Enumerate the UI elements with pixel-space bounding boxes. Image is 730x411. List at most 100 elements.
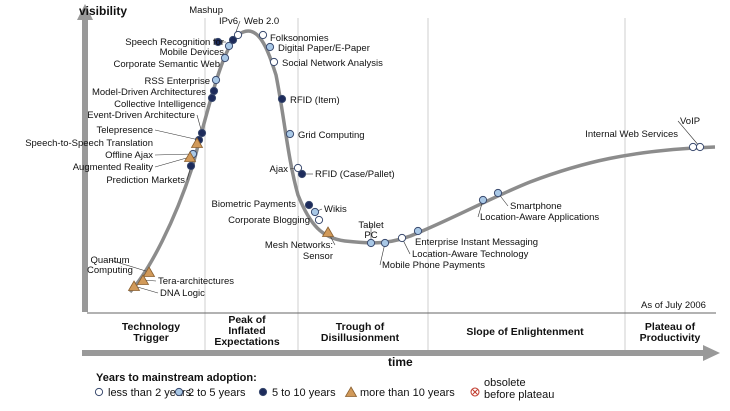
leader-line-offline-ajax xyxy=(154,153,194,156)
label-rss-enterprise: RSS Enterprise xyxy=(145,76,210,87)
legend-obsolete-label: obsolete before plateau xyxy=(484,377,554,401)
label-corporate-blogging: Corporate Blogging xyxy=(228,215,310,226)
marker-dna-logic xyxy=(127,280,141,291)
marker-internal-web-services xyxy=(688,142,698,152)
marker-prediction-markets xyxy=(186,161,196,171)
label-web-2-0: Web 2.0 xyxy=(244,16,279,27)
label-rfid-item: RFID (Item) xyxy=(290,95,340,106)
marker-web-2-0 xyxy=(233,30,243,40)
axes: visibility time As of July 2006 xyxy=(77,4,720,369)
marker-digital-paper-e-paper xyxy=(265,42,275,52)
label-telepresence: Telepresence xyxy=(96,125,153,136)
label-augmented-reality: Augmented Reality xyxy=(73,162,154,173)
label-corporate-semantic-web: Corporate Semantic Web xyxy=(114,59,221,70)
marker-mobile-phone-payments xyxy=(380,238,390,248)
marker-biometric-payments xyxy=(304,200,314,210)
label-location-aware-applications: Location-Aware Applications xyxy=(480,212,599,223)
label-smartphone: Smartphone xyxy=(510,201,562,212)
label-speech-to-speech-translation: Speech-to-Speech Translation xyxy=(25,138,153,149)
legend-tri-label: more than 10 years xyxy=(360,387,455,399)
legend-white-symbol xyxy=(94,387,104,397)
y-axis-label: visibility xyxy=(79,4,127,18)
marker-smartphone xyxy=(493,188,503,198)
phase-labels: Technology Trigger Peak of Inflated Expectat… xyxy=(122,314,701,348)
marker-rfid-item xyxy=(277,94,287,104)
label-internal-web-services: Internal Web Services xyxy=(585,129,678,140)
label-mesh-networks-sensor: Mesh Networks: Sensor xyxy=(265,240,333,262)
label-quantum-computing: Quantum Computing xyxy=(87,255,133,276)
legend-title: Years to mainstream adoption: xyxy=(96,372,257,384)
label-rfid-case-pallet: RFID (Case/Pallet) xyxy=(315,169,395,180)
marker-corporate-blogging xyxy=(314,215,324,225)
label-prediction-markets: Prediction Markets xyxy=(106,175,185,186)
marker-mashup xyxy=(224,41,234,51)
label-offline-ajax: Offline Ajax xyxy=(105,150,153,161)
marker-wikis xyxy=(310,207,320,217)
label-location-aware-technology: Location-Aware Technology xyxy=(412,249,529,260)
marker-event-driven-architecture xyxy=(197,128,207,138)
marker-social-network-analysis xyxy=(269,57,279,67)
label-collective-intelligence: Collective Intelligence xyxy=(114,99,206,110)
marker-collective-intelligence xyxy=(207,93,217,103)
marker-speech-to-speech-translation xyxy=(190,137,204,148)
label-wikis: Wikis xyxy=(324,204,347,215)
label-dna-logic: DNA Logic xyxy=(160,288,205,299)
label-digital-paper-e-paper: Digital Paper/E-Paper xyxy=(278,43,370,54)
legend-light-label: 2 to 5 years xyxy=(188,387,246,399)
marker-augmented-reality xyxy=(183,151,197,162)
legend-dark-symbol xyxy=(258,387,268,397)
phase-label-peak: Peak of Inflated Expectations xyxy=(214,314,280,348)
marker-rfid-case-pallet xyxy=(297,169,307,179)
label-grid-computing: Grid Computing xyxy=(298,130,365,141)
marker-ajax xyxy=(293,163,303,173)
phase-label-slope: Slope of Enlightenment xyxy=(466,326,584,338)
label-tablet-pc: Tablet PC xyxy=(358,220,384,241)
label-folksonomies: Folksonomies xyxy=(270,33,329,44)
label-ipv6: IPv6 xyxy=(219,16,238,27)
marker-model-driven-architectures xyxy=(209,86,219,96)
legend-light-symbol xyxy=(174,387,184,397)
label-ajax: Ajax xyxy=(270,164,289,175)
marker-corporate-semantic-web xyxy=(220,53,230,63)
marker-mesh-networks-sensor xyxy=(321,226,335,237)
marker-folksonomies xyxy=(258,30,268,40)
label-mobile-phone-payments: Mobile Phone Payments xyxy=(382,260,485,271)
label-mashup: Mashup xyxy=(189,5,223,16)
marker-speech-recognition-for-mobile-devices xyxy=(213,37,223,47)
label-speech-recognition-for-mobile-devices: Speech Recognition for Mobile Devices xyxy=(125,37,224,58)
x-axis-arrow xyxy=(703,345,720,361)
label-biometric-payments: Biometric Payments xyxy=(212,199,297,210)
label-social-network-analysis: Social Network Analysis xyxy=(282,58,383,69)
label-model-driven-architectures: Model-Driven Architectures xyxy=(92,87,206,98)
marker-rss-enterprise xyxy=(211,75,221,85)
phase-label-trough: Trough of Disillusionment xyxy=(321,321,400,344)
legend-white-label: less than 2 years xyxy=(108,387,192,399)
marker-voip xyxy=(695,142,705,152)
phase-dividers xyxy=(204,18,626,350)
leader-line-augmented-reality xyxy=(154,156,191,168)
label-tera-architectures: Tera-architectures xyxy=(158,276,234,287)
marker-tera-architectures xyxy=(136,274,150,285)
legend-obsolete-symbol xyxy=(470,387,480,397)
marker-quantum-computing xyxy=(142,266,156,277)
leader-line-voip xyxy=(677,120,701,148)
marker-location-aware-applications xyxy=(478,195,488,205)
as-of-date: As of July 2006 xyxy=(641,300,706,311)
marker-ipv6 xyxy=(228,35,238,45)
leader-line-quantum-computing xyxy=(109,259,150,273)
technology-markers xyxy=(127,30,705,291)
leader-line-telepresence xyxy=(154,129,200,141)
marker-grid-computing xyxy=(285,129,295,139)
marker-enterprise-instant-messaging xyxy=(413,226,423,236)
legend: Years to mainstream adoption: less than … xyxy=(94,372,554,401)
label-voip: VoIP xyxy=(680,116,700,127)
label-enterprise-instant-messaging: Enterprise Instant Messaging xyxy=(415,237,538,248)
y-axis-arrow xyxy=(77,4,93,20)
label-event-driven-architecture: Event-Driven Architecture xyxy=(87,110,195,121)
marker-location-aware-technology xyxy=(397,233,407,243)
legend-tri-symbol xyxy=(344,386,358,397)
legend-dark-label: 5 to 10 years xyxy=(272,387,336,399)
